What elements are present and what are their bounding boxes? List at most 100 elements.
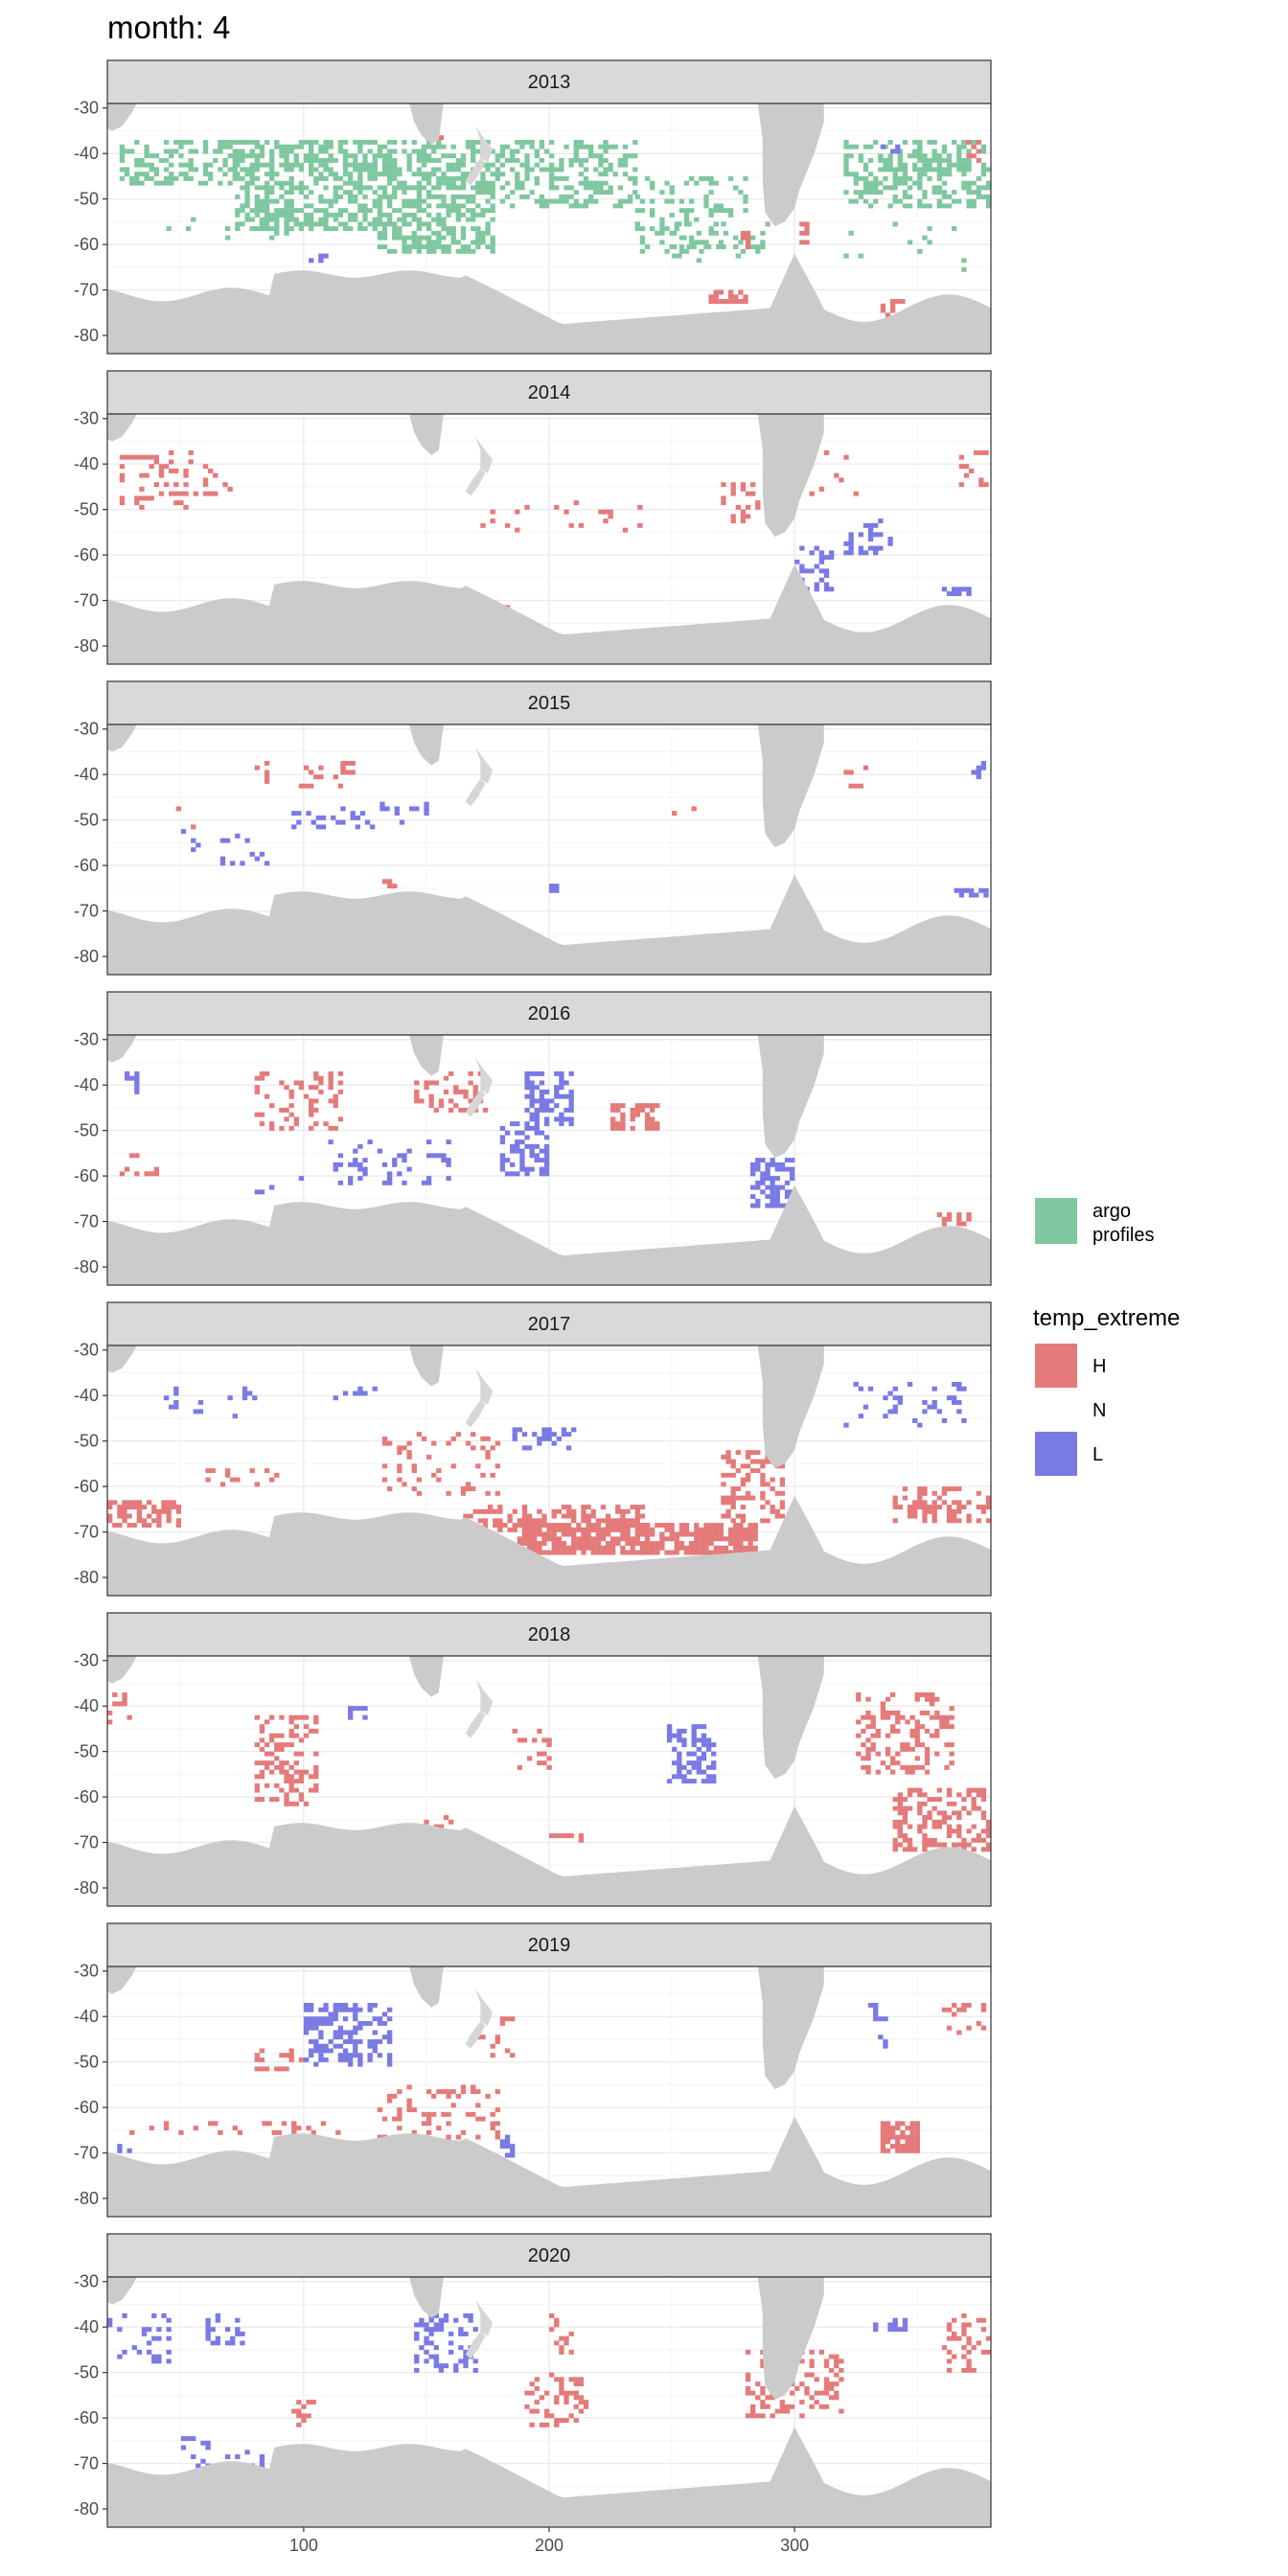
argo-cell [617, 157, 624, 163]
temp-extreme-l-cell [318, 2016, 324, 2022]
temp-extreme-l-cell [818, 568, 825, 574]
temp-extreme-h-cell [630, 1536, 635, 1542]
temp-extreme-h-cell [644, 1545, 651, 1551]
temp-extreme-l-cell [537, 1436, 542, 1441]
temp-extreme-h-cell [980, 1828, 987, 1834]
temp-extreme-h-cell [264, 1751, 270, 1757]
temp-extreme-h-cell [941, 1815, 948, 1821]
argo-cell [411, 244, 417, 250]
temp-extreme-h-cell [980, 1792, 987, 1798]
temp-extreme-h-cell [279, 1787, 285, 1793]
argo-cell [259, 144, 265, 150]
argo-cell [416, 240, 423, 245]
temp-extreme-h-cell [917, 1486, 923, 1492]
argo-cell [843, 253, 849, 259]
argo-cell [450, 208, 456, 214]
argo-cell [416, 248, 423, 254]
argo-cell [892, 175, 898, 181]
argo-cell [475, 180, 481, 186]
argo-cell [549, 153, 555, 159]
argo-cell [956, 153, 962, 159]
temp-extreme-h-cell [313, 1719, 319, 1725]
temp-extreme-l-cell [230, 2340, 236, 2346]
argo-cell [524, 153, 530, 159]
temp-extreme-l-cell [878, 2016, 884, 2022]
temp-extreme-h-cell [608, 509, 613, 515]
temp-extreme-l-cell [122, 2349, 127, 2355]
argo-cell [431, 157, 437, 163]
argo-cell [956, 198, 962, 204]
temp-extreme-h-cell [895, 2148, 901, 2153]
argo-cell [460, 175, 467, 181]
argo-cell [603, 157, 609, 163]
argo-cell [475, 190, 481, 196]
temp-extreme-h-cell [284, 1801, 289, 1806]
temp-extreme-h-cell [980, 2317, 987, 2323]
argo-cell [347, 212, 354, 218]
temp-extreme-h-cell [669, 1531, 675, 1537]
temp-extreme-h-cell [976, 1792, 981, 1798]
temp-extreme-h-cell [644, 1116, 651, 1122]
temp-extreme-h-cell [202, 477, 209, 483]
temp-extreme-h-cell [254, 765, 260, 770]
temp-extreme-h-cell [546, 1550, 552, 1555]
temp-extreme-h-cell [880, 308, 886, 313]
temp-extreme-h-cell [605, 1550, 611, 1555]
temp-extreme-h-cell [730, 482, 736, 488]
temp-extreme-h-cell [946, 1828, 953, 1834]
temp-extreme-h-cell [554, 2322, 560, 2328]
argo-cell [867, 144, 874, 150]
argo-cell [659, 221, 665, 227]
temp-extreme-h-cell [254, 1112, 260, 1117]
argo-cell [471, 226, 476, 232]
temp-extreme-h-cell [985, 1824, 991, 1829]
new-zealand-land [465, 2020, 486, 2049]
temp-extreme-h-cell [279, 2066, 285, 2072]
temp-extreme-h-cell [853, 491, 859, 496]
temp-extreme-h-cell [590, 1545, 596, 1551]
temp-extreme-l-cell [696, 1737, 702, 1743]
temp-extreme-h-cell [630, 1541, 635, 1546]
argo-cell [279, 144, 285, 150]
y-tick-label: -70 [74, 902, 99, 921]
temp-extreme-h-cell [966, 2363, 972, 2369]
argo-cell [471, 217, 476, 222]
temp-extreme-h-cell [929, 1701, 935, 1707]
argo-cell [708, 212, 714, 218]
temp-extreme-h-cell [917, 1806, 923, 1811]
temp-extreme-h-cell [460, 2089, 467, 2095]
temp-extreme-h-cell [932, 1508, 937, 1514]
temp-extreme-h-cell [284, 1779, 289, 1784]
y-tick-label: -60 [74, 1787, 99, 1806]
argo-cell [524, 157, 530, 163]
argo-cell [362, 153, 368, 159]
temp-extreme-h-cell [655, 1545, 660, 1551]
temp-extreme-h-cell [139, 454, 145, 460]
temp-extreme-h-cell [166, 1508, 172, 1514]
temp-extreme-h-cell [340, 765, 346, 770]
argo-cell [309, 157, 314, 163]
y-tick-label: -80 [74, 1568, 99, 1587]
argo-cell [650, 208, 656, 214]
argo-cell [848, 153, 854, 159]
argo-cell [313, 175, 319, 181]
temp-extreme-l-cell [448, 2349, 454, 2355]
temp-extreme-h-cell [946, 2322, 953, 2328]
temp-extreme-h-cell [279, 1714, 285, 1720]
temp-extreme-l-cell [122, 2312, 127, 2318]
temp-extreme-l-cell [789, 1166, 795, 1172]
temp-extreme-h-cell [603, 509, 609, 515]
argo-cell [222, 162, 228, 168]
temp-extreme-l-cell [565, 1432, 572, 1438]
argo-cell [936, 198, 942, 204]
argo-cell [490, 185, 495, 191]
temp-extreme-h-cell [745, 1495, 751, 1501]
temp-extreme-h-cell [450, 1436, 456, 1441]
temp-extreme-l-cell [240, 2340, 245, 2346]
temp-extreme-h-cell [551, 1531, 557, 1537]
argo-cell [377, 244, 383, 250]
continent-land [757, 1346, 824, 1469]
temp-extreme-h-cell [905, 2126, 910, 2131]
new-zealand-land [475, 1678, 494, 1715]
argo-cell [328, 198, 334, 204]
